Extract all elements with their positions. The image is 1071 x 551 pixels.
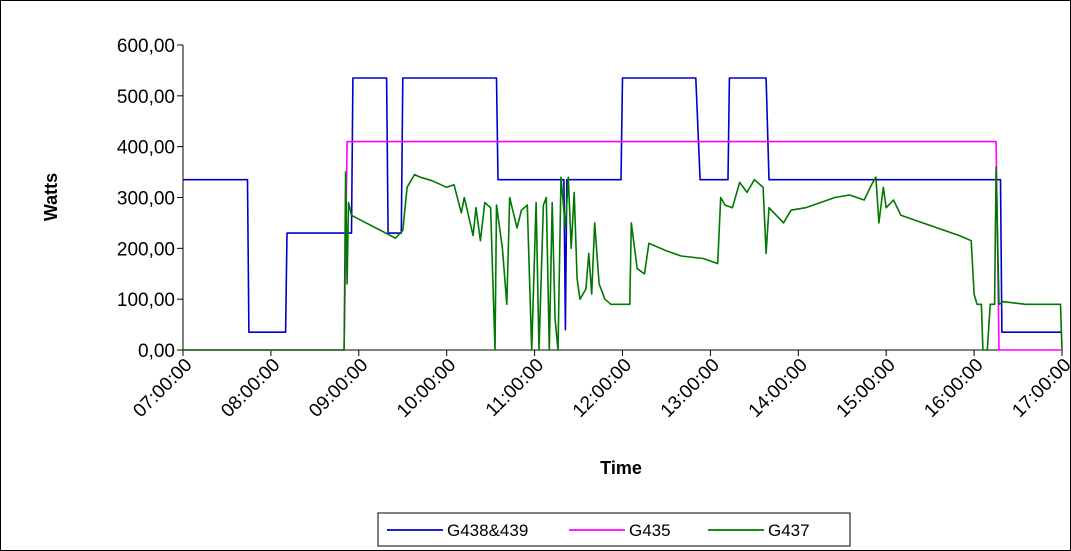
x-tick-label: 13:00:00 <box>657 355 724 422</box>
series-line-3 <box>183 166 1063 351</box>
x-tick-label: 09:00:00 <box>305 355 372 422</box>
tick-labels: 0,00 100,00 200,00 300,00 400,00 500,00 600,00… <box>117 36 1070 422</box>
series-line-2 <box>183 140 1062 351</box>
x-axis-title: Time <box>600 458 642 478</box>
legend-label: G438&439 <box>447 521 528 540</box>
y-tick-label: 100,00 <box>117 290 175 311</box>
legend: G438&439 G435 G437 <box>377 512 851 547</box>
legend-label: G437 <box>768 521 810 540</box>
x-tick-label: 07:00:00 <box>129 355 196 422</box>
x-tick-label: 10:00:00 <box>393 355 460 422</box>
y-tick-label: 300,00 <box>117 189 175 210</box>
x-tick-label: 08:00:00 <box>217 355 284 422</box>
series-line-1 <box>183 77 1062 333</box>
x-tick-label: 17:00:00 <box>1008 355 1070 422</box>
x-tick-label: 11:00:00 <box>482 355 548 421</box>
x-tick-label: 16:00:00 <box>920 355 987 422</box>
y-tick-label: 0,00 <box>138 341 175 362</box>
axes <box>177 44 1063 356</box>
y-tick-label: 400,00 <box>117 138 175 159</box>
x-tick-label: 15:00:00 <box>833 355 900 422</box>
x-tick-label: 14:00:00 <box>745 355 812 422</box>
legend-label: G435 <box>629 521 671 540</box>
x-tick-label: 12:00:00 <box>569 355 636 422</box>
series-lines <box>183 77 1063 351</box>
y-tick-label: 500,00 <box>117 87 175 108</box>
y-axis-title: Watts <box>41 173 61 221</box>
y-tick-label: 600,00 <box>117 36 175 57</box>
y-tick-label: 200,00 <box>117 239 175 260</box>
